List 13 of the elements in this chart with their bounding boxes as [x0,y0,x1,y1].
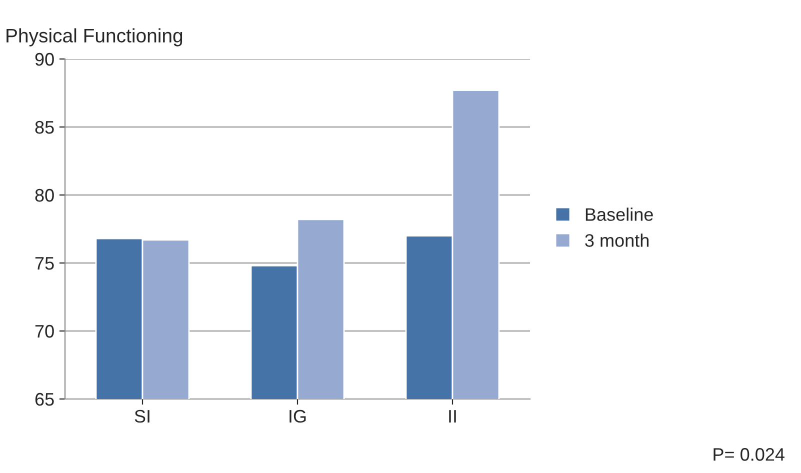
legend-label: Baseline [586,208,653,221]
y-tick-label: 65 [35,392,54,406]
y-tick-label: 75 [35,257,54,270]
y-tick-label: 90 [35,52,54,66]
y-tick-label: 85 [35,120,54,134]
text: P= 0.024 [714,448,784,461]
chart-title: Physical Functioning [6,28,182,46]
x-tick-label: IG [290,410,306,423]
y-tick-label: 70 [35,324,54,338]
x-tick-label: II [449,410,456,422]
y-tick-label: 80 [35,188,54,202]
x-tick-label: SI [134,410,150,423]
legend-label: 3 month [585,234,649,247]
